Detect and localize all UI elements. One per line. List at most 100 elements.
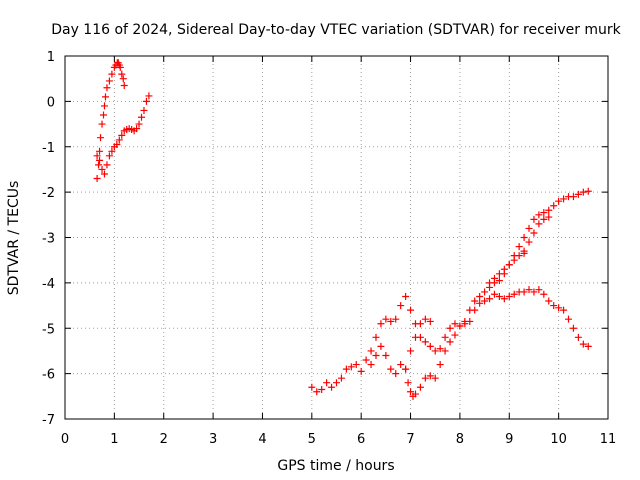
- data-point: [505, 292, 513, 300]
- data-point: [525, 224, 533, 232]
- y-tick-label: -6: [42, 368, 55, 383]
- data-point: [426, 372, 434, 380]
- data-point: [550, 202, 558, 210]
- data-point: [416, 320, 424, 328]
- data-point: [565, 315, 573, 323]
- data-point: [451, 331, 459, 339]
- data-point: [367, 361, 375, 369]
- data-points: [93, 59, 592, 400]
- data-point: [421, 315, 429, 323]
- data-point: [584, 187, 592, 195]
- series-early-segment-A: [93, 59, 128, 183]
- grid: [65, 56, 608, 419]
- data-point: [140, 106, 148, 114]
- data-point: [515, 243, 523, 251]
- x-tick-label: 4: [258, 432, 266, 447]
- data-point: [308, 383, 316, 391]
- data-point: [545, 206, 553, 214]
- data-point: [530, 288, 538, 296]
- data-point: [421, 374, 429, 382]
- data-point: [100, 170, 108, 178]
- data-point: [431, 347, 439, 355]
- data-point: [98, 165, 106, 173]
- data-point: [411, 333, 419, 341]
- data-point: [328, 383, 336, 391]
- data-point: [367, 347, 375, 355]
- data-point: [490, 274, 498, 282]
- data-point: [100, 111, 108, 119]
- y-tick-label: -5: [42, 322, 55, 337]
- series-late-segment-A: [308, 187, 592, 396]
- data-point: [407, 388, 415, 396]
- chart-title: Day 116 of 2024, Sidereal Day-to-day VTE…: [51, 22, 621, 38]
- data-point: [495, 292, 503, 300]
- data-point: [392, 315, 400, 323]
- data-point: [103, 84, 111, 92]
- data-point: [313, 388, 321, 396]
- series-late-segment-E: [520, 213, 553, 255]
- x-tick-label: 7: [406, 432, 414, 447]
- x-tick-label: 6: [357, 432, 365, 447]
- data-point: [520, 247, 528, 255]
- data-point: [142, 97, 150, 105]
- data-point: [387, 317, 395, 325]
- data-point: [530, 215, 538, 223]
- data-point: [357, 367, 365, 375]
- data-point: [456, 322, 464, 330]
- series-early-segment-B: [93, 92, 153, 178]
- data-point: [540, 215, 548, 223]
- data-point: [545, 213, 553, 221]
- data-point: [560, 195, 568, 203]
- data-point: [569, 193, 577, 201]
- x-tick-label: 1: [110, 432, 118, 447]
- data-point: [486, 279, 494, 287]
- data-point: [387, 365, 395, 373]
- data-point: [93, 175, 101, 183]
- data-point: [118, 70, 126, 78]
- data-point: [337, 374, 345, 382]
- data-point: [520, 288, 528, 296]
- data-point: [579, 340, 587, 348]
- data-point: [362, 356, 370, 364]
- data-point: [466, 317, 474, 325]
- x-tick-label: 8: [456, 432, 464, 447]
- x-tick-label: 5: [308, 432, 316, 447]
- y-tick-label: 0: [47, 95, 55, 110]
- data-point: [505, 261, 513, 269]
- data-point: [377, 320, 385, 328]
- data-point: [347, 363, 355, 371]
- y-tick-label: -7: [42, 413, 55, 428]
- data-point: [476, 299, 484, 307]
- data-point: [525, 238, 533, 246]
- data-point: [101, 93, 109, 101]
- data-point: [560, 306, 568, 314]
- data-point: [500, 295, 508, 303]
- data-point: [550, 302, 558, 310]
- data-point: [540, 290, 548, 298]
- data-point: [461, 320, 469, 328]
- data-point: [96, 147, 104, 155]
- data-point: [436, 345, 444, 353]
- x-tick-label: 2: [160, 432, 168, 447]
- data-point: [441, 347, 449, 355]
- data-point: [138, 113, 146, 121]
- data-point: [421, 338, 429, 346]
- data-point: [530, 229, 538, 237]
- data-point: [535, 220, 543, 228]
- data-point: [481, 297, 489, 305]
- data-point: [372, 351, 380, 359]
- data-point: [555, 197, 563, 205]
- data-point: [574, 333, 582, 341]
- y-tick-label: -2: [42, 186, 55, 201]
- data-point: [133, 125, 141, 133]
- series-late-segment-D: [486, 249, 528, 287]
- y-tick-label: 1: [47, 50, 55, 65]
- data-point: [145, 92, 153, 100]
- x-tick-label: 11: [600, 432, 617, 447]
- data-point: [397, 361, 405, 369]
- data-point: [471, 306, 479, 314]
- x-tick-label: 9: [505, 432, 513, 447]
- data-point: [392, 370, 400, 378]
- data-point: [545, 297, 553, 305]
- data-point: [500, 265, 508, 273]
